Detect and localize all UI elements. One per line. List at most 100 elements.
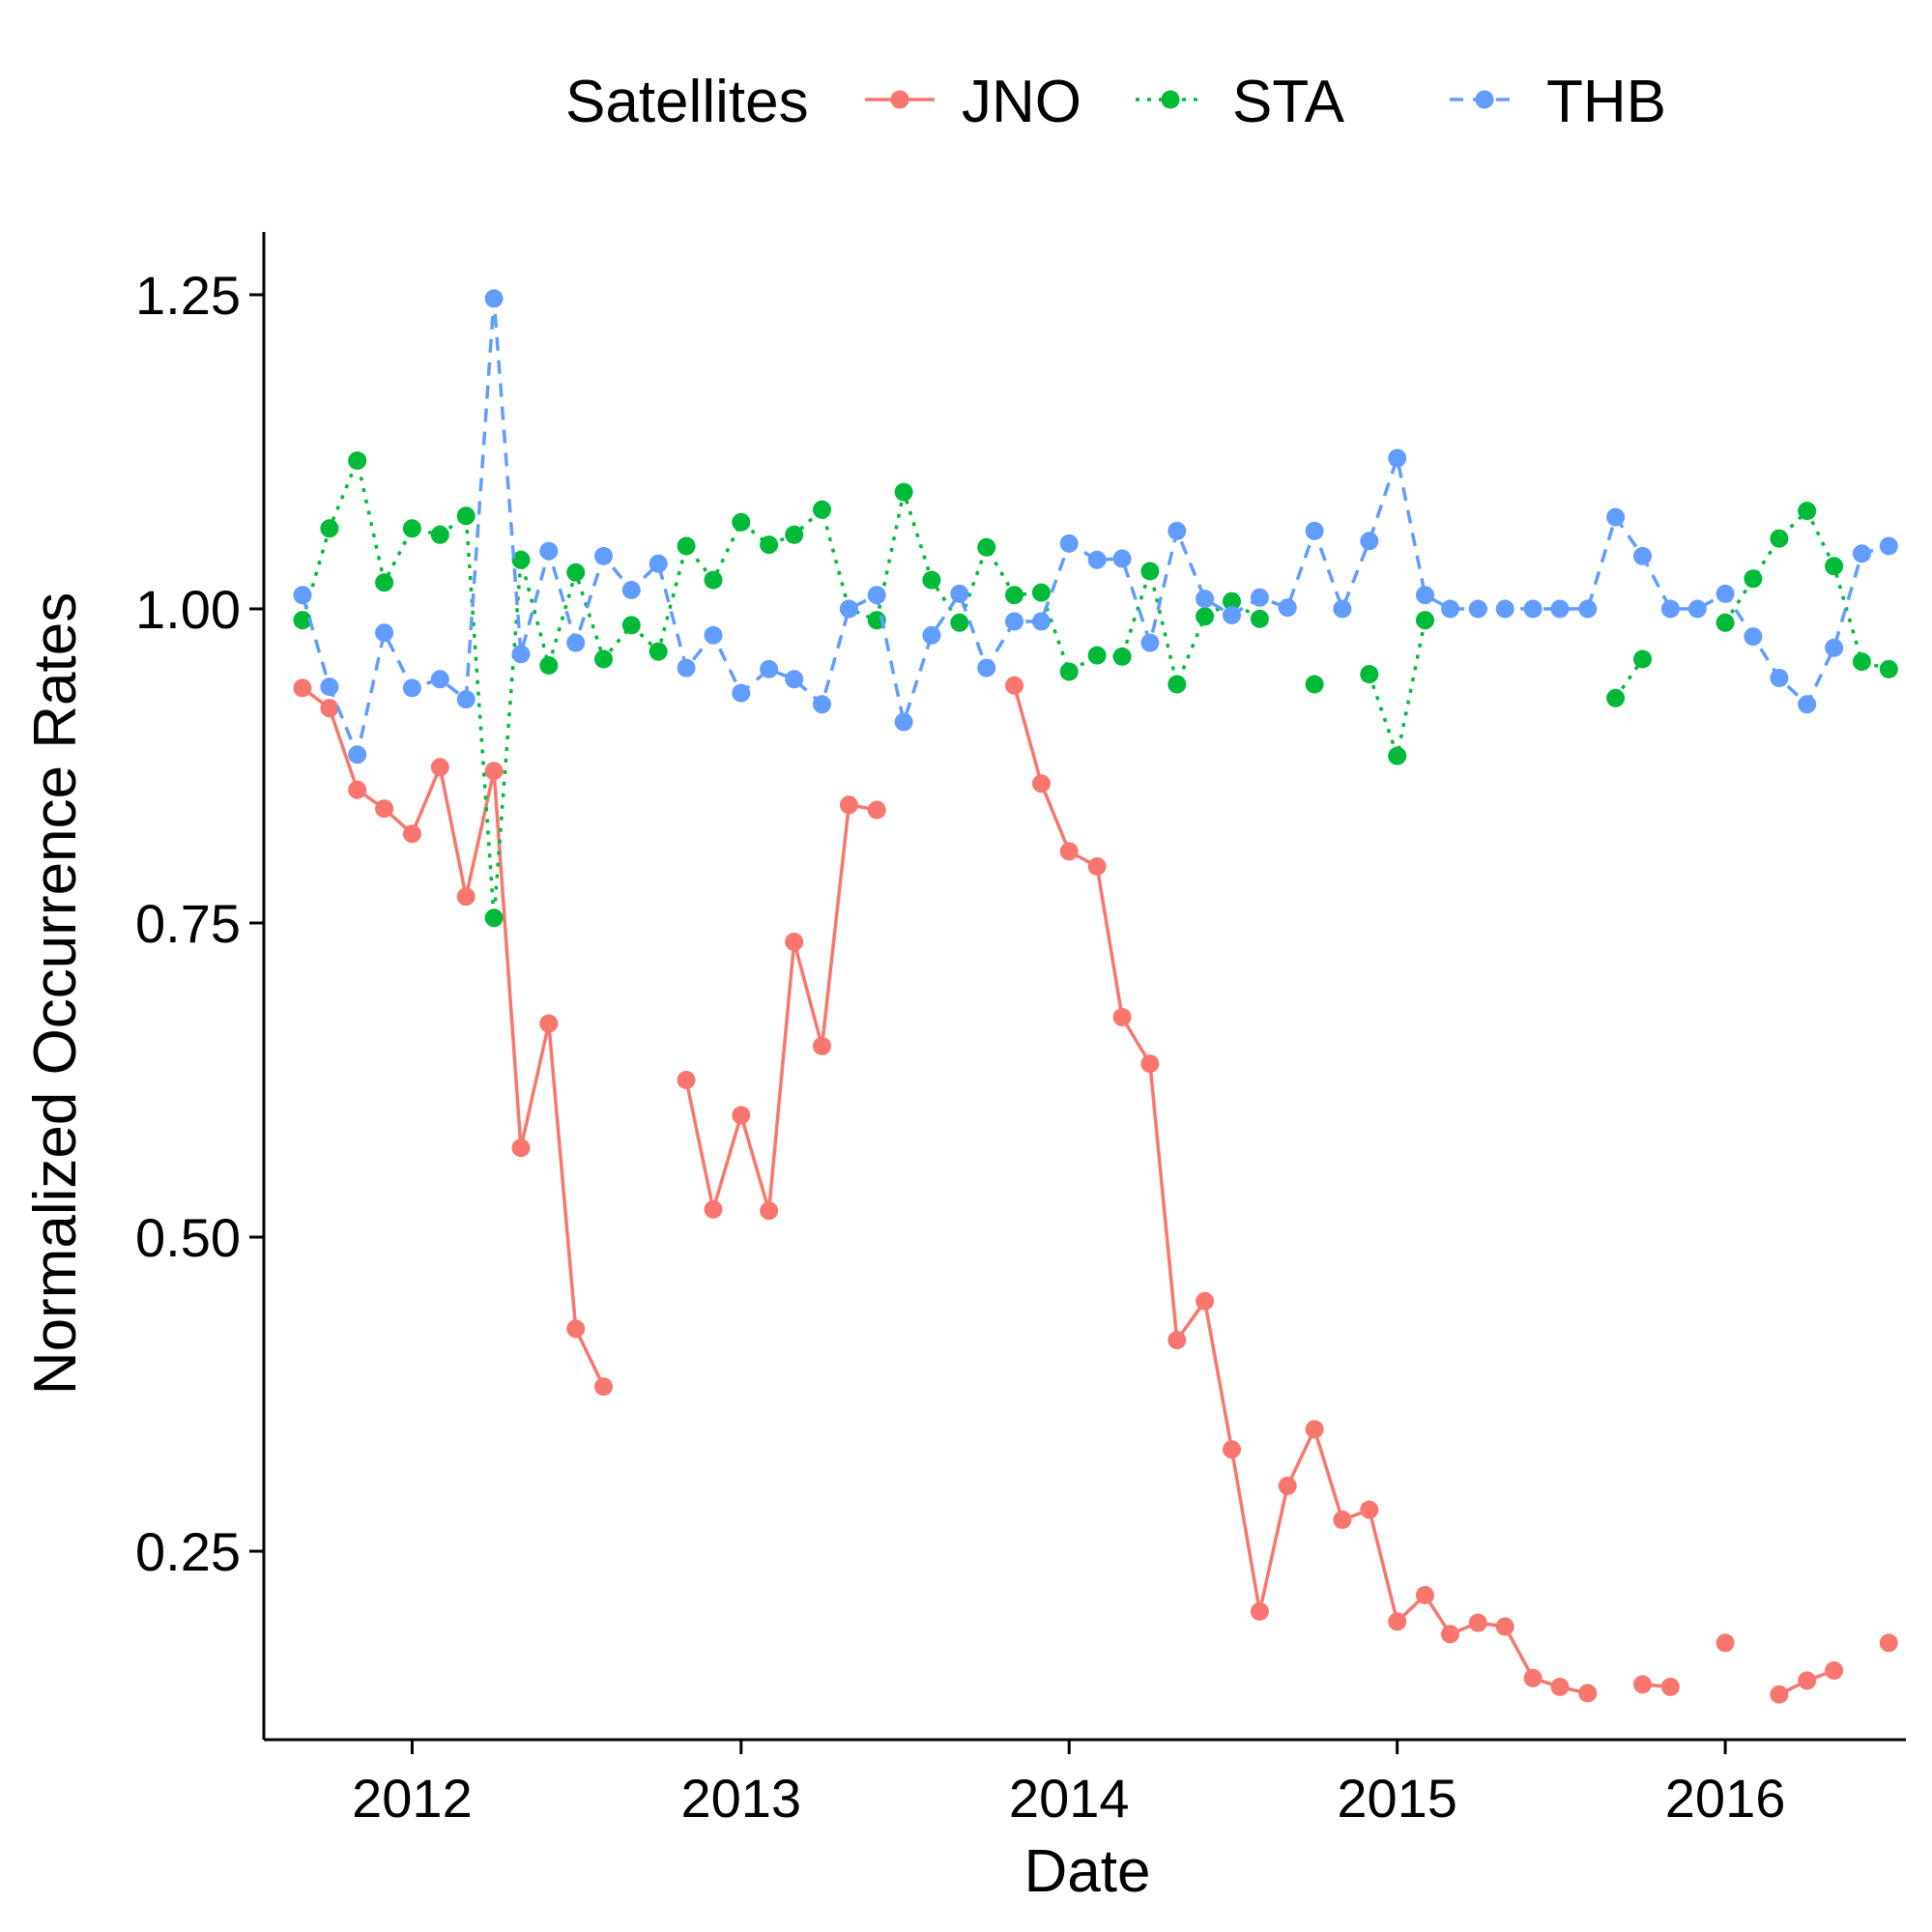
data-point-thb <box>402 678 421 698</box>
data-point-jno <box>1059 842 1079 861</box>
data-point-jno <box>1223 1440 1241 1459</box>
series-jno <box>293 676 1898 1704</box>
data-point-thb <box>894 712 913 732</box>
data-point-jno <box>402 824 421 844</box>
data-point-thb <box>293 586 312 605</box>
data-point-sta <box>950 613 969 632</box>
data-point-thb <box>649 554 668 573</box>
legend-key-point <box>1475 90 1494 109</box>
y-tick-label: 0.75 <box>135 893 241 954</box>
data-point-sta <box>1005 586 1024 605</box>
data-point-sta <box>922 570 941 590</box>
data-point-thb <box>1388 448 1407 468</box>
data-point-sta <box>894 482 913 502</box>
data-point-jno <box>1798 1671 1817 1690</box>
data-point-jno <box>677 1071 696 1089</box>
data-point-sta <box>1744 569 1763 589</box>
data-point-thb <box>348 745 367 764</box>
series-line-thb <box>301 297 1889 757</box>
legend: Satellites JNO STA THB <box>565 69 1666 135</box>
data-point-jno <box>1633 1675 1652 1694</box>
data-point-thb <box>566 633 586 652</box>
x-tick-label: 2013 <box>681 1768 802 1829</box>
plot-area: 0.250.500.751.001.25 2012 2013 2014 2015 201… <box>135 232 1906 1829</box>
data-point-jno <box>1087 857 1107 876</box>
data-point-jno <box>375 799 394 819</box>
data-point-thb <box>1495 599 1514 619</box>
data-point-jno <box>539 1014 559 1033</box>
data-point-jno <box>430 758 449 777</box>
data-point-sta <box>677 536 696 556</box>
data-point-thb <box>1441 599 1459 619</box>
series-line-sta <box>1723 508 1889 672</box>
data-point-jno <box>1879 1633 1898 1653</box>
data-point-sta <box>1031 583 1051 602</box>
data-point-thb <box>1305 521 1324 540</box>
data-point-thb <box>1031 612 1051 631</box>
y-tick-label: 1.00 <box>135 579 241 640</box>
data-point-sta <box>1087 646 1107 665</box>
data-point-thb <box>430 670 449 689</box>
series-sta <box>293 451 1898 928</box>
data-point-sta <box>511 550 531 569</box>
data-point-sta <box>732 512 751 532</box>
y-tick-label: 0.25 <box>135 1521 241 1582</box>
data-point-sta <box>760 535 779 555</box>
data-point-thb <box>1744 627 1763 647</box>
data-point-jno <box>760 1201 779 1221</box>
data-point-thb <box>732 683 751 703</box>
data-point-jno <box>704 1199 723 1219</box>
data-point-sta <box>649 642 668 661</box>
data-point-sta <box>785 525 804 544</box>
data-point-jno <box>1550 1677 1570 1696</box>
data-point-jno <box>813 1036 831 1055</box>
data-point-thb <box>1578 599 1598 619</box>
x-tick-label: 2015 <box>1337 1768 1457 1829</box>
data-point-thb <box>813 695 831 714</box>
data-point-thb <box>1250 588 1269 607</box>
data-point-sta <box>1606 688 1626 707</box>
data-point-jno <box>1441 1625 1459 1644</box>
data-point-thb <box>760 659 779 678</box>
series-line-sta <box>1368 620 1427 758</box>
data-point-thb <box>785 670 804 689</box>
data-point-sta <box>1140 562 1160 581</box>
data-point-sta <box>1059 662 1079 681</box>
data-point-thb <box>1687 599 1707 619</box>
data-point-thb <box>839 599 858 619</box>
data-point-jno <box>1112 1008 1132 1026</box>
data-point-sta <box>566 562 586 582</box>
data-point-jno <box>785 933 804 951</box>
legend-item-sta: STA <box>1136 69 1345 135</box>
data-point-jno <box>1770 1685 1789 1704</box>
data-point-jno <box>1031 774 1051 793</box>
data-point-thb <box>1523 599 1543 619</box>
legend-label: THB <box>1546 69 1666 135</box>
series-line-jno <box>684 803 878 1213</box>
data-point-jno <box>1140 1054 1160 1074</box>
data-point-jno <box>1388 1612 1407 1631</box>
data-point-thb <box>1716 584 1735 603</box>
data-point-thb <box>621 581 641 599</box>
data-point-jno <box>320 699 339 718</box>
data-point-sta <box>1633 649 1652 669</box>
series-line-sta <box>1614 658 1644 700</box>
data-point-jno <box>1825 1661 1844 1680</box>
data-point-jno <box>1495 1617 1514 1636</box>
data-point-thb <box>320 678 339 697</box>
data-point-thb <box>1798 695 1817 714</box>
data-point-sta <box>402 519 421 538</box>
data-point-sta <box>1879 659 1898 678</box>
data-point-jno <box>1716 1633 1735 1653</box>
data-point-sta <box>539 656 559 675</box>
series-group <box>293 289 1898 1704</box>
data-point-sta <box>704 570 723 590</box>
data-point-thb <box>594 546 613 565</box>
data-point-jno <box>1250 1601 1269 1621</box>
data-point-jno <box>1005 676 1024 695</box>
x-tick-label: 2016 <box>1665 1768 1786 1829</box>
data-point-thb <box>950 584 969 603</box>
legend-key-point <box>1161 90 1180 109</box>
data-point-thb <box>1550 599 1570 619</box>
